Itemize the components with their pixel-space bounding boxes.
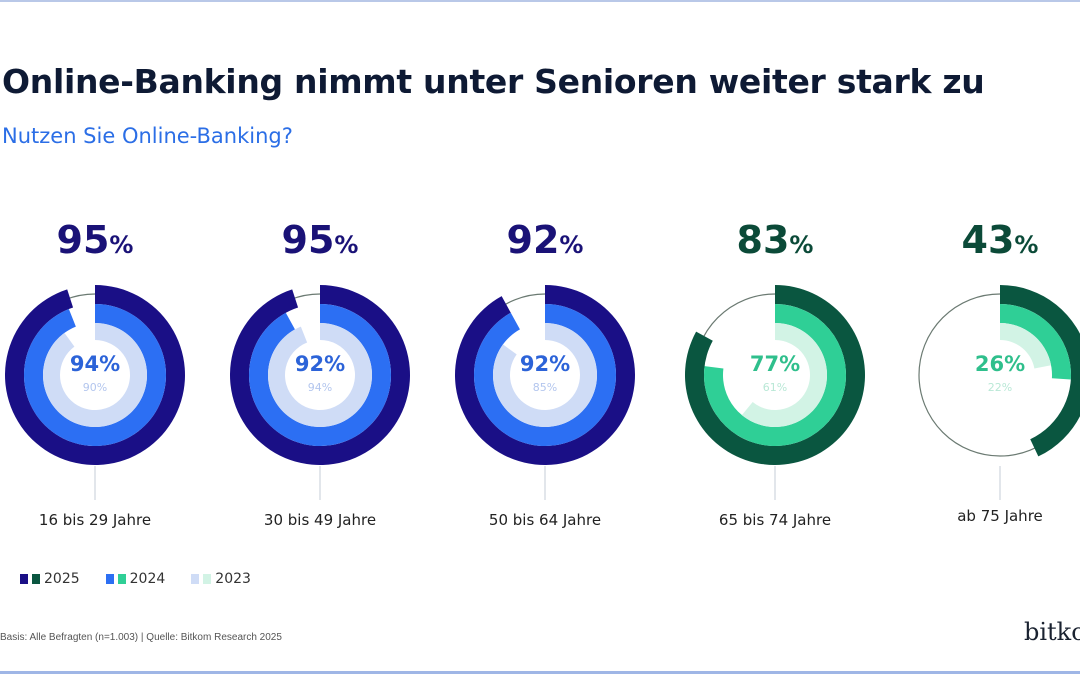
bottom-border: [0, 671, 1080, 674]
value-label-2024: 77%: [750, 352, 800, 376]
category-label: 65 bis 74 Jahre: [719, 511, 831, 529]
ring-2023: [493, 323, 597, 428]
value-label-2024: 92%: [520, 352, 570, 376]
top-border: [0, 0, 1080, 2]
legend-swatch: [191, 574, 200, 584]
value-label-2023: 90%: [83, 381, 107, 394]
ring-2023: [1000, 323, 1052, 369]
legend-swatch: [203, 574, 212, 584]
value-label-2025: 95%: [57, 218, 134, 262]
chart-subtitle: Nutzen Sie Online-Banking?: [2, 124, 293, 148]
category-label: ab 75 Jahre: [957, 507, 1043, 525]
legend-item: 2024: [105, 571, 166, 587]
value-label-2025: 83%: [737, 218, 814, 262]
donut-group: 83% 77% 61% 65 bis 74 Jahre: [685, 218, 865, 529]
legend-swatch: [105, 574, 114, 584]
legend-swatch: [32, 574, 40, 584]
bitkom-logo: bitkom: [1024, 618, 1080, 646]
value-label-2024: 94%: [70, 352, 120, 376]
category-label: 16 bis 29 Jahre: [39, 511, 151, 529]
value-label-2024: 26%: [975, 352, 1025, 376]
chart-title: Online-Banking nimmt unter Senioren weit…: [2, 62, 985, 101]
legend-label: 2025: [44, 571, 80, 587]
legend-swatch: [20, 574, 28, 584]
ring-2024: [1000, 304, 1071, 380]
donut-group: 92% 92% 85% 50 bis 64 Jahre: [454, 218, 636, 529]
legend: 2025 2024 2023: [20, 571, 251, 587]
value-label-2025: 95%: [282, 218, 359, 262]
legend-item: 2025: [20, 571, 80, 587]
value-label-2023: 22%: [988, 381, 1012, 394]
ring-2023: [267, 323, 373, 428]
value-label-2023: 85%: [533, 381, 557, 394]
category-label: 30 bis 49 Jahre: [264, 511, 376, 529]
ring-2025: [1000, 285, 1080, 457]
donut-group: 95% 94% 90% 16 bis 29 Jahre: [5, 218, 186, 529]
value-label-2023: 94%: [308, 381, 332, 394]
value-label-2025: 43%: [962, 218, 1039, 262]
legend-label: 2023: [215, 571, 251, 587]
donut-group: 43% 26% 22% ab 75 Jahre: [918, 218, 1080, 525]
donut-group: 95% 92% 94% 30 bis 49 Jahre: [230, 218, 411, 529]
value-label-2024: 92%: [295, 352, 345, 376]
value-label-2025: 92%: [507, 218, 584, 262]
legend-item: 2023: [191, 571, 251, 587]
category-label: 50 bis 64 Jahre: [489, 511, 601, 529]
legend-swatch: [117, 574, 126, 584]
ring-2023: [42, 323, 147, 427]
ring-2023: [741, 323, 827, 427]
legend-label: 2024: [129, 571, 166, 587]
value-label-2023: 61%: [763, 381, 787, 394]
source-footer: Basis: Alle Befragten (n=1.003) | Quelle…: [0, 632, 282, 643]
